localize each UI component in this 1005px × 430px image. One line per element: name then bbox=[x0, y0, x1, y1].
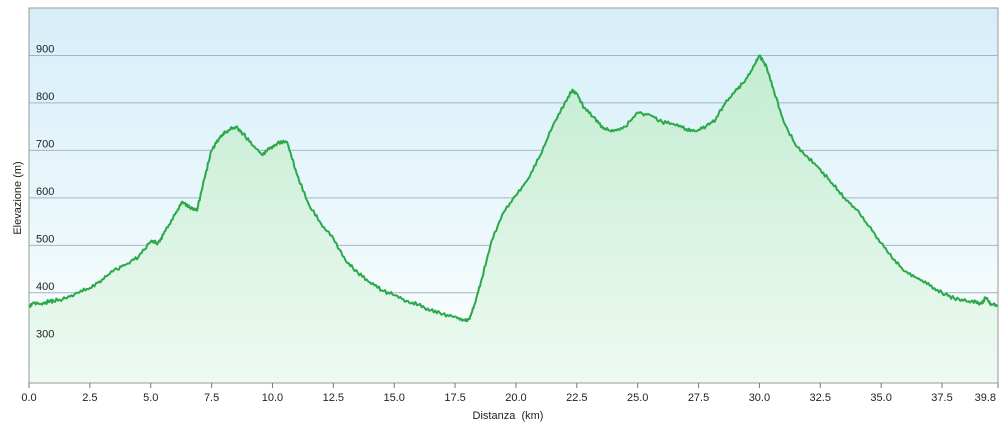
y-tick-label: 600 bbox=[36, 186, 54, 198]
x-tick-label: 0.0 bbox=[21, 392, 36, 404]
y-tick-label: 900 bbox=[36, 43, 54, 55]
x-tick-label: 37.5 bbox=[931, 392, 952, 404]
x-tick-label: 10.0 bbox=[262, 392, 283, 404]
x-tick-label: 22.5 bbox=[566, 392, 587, 404]
x-tick-label: 17.5 bbox=[444, 392, 465, 404]
x-tick-label: 35.0 bbox=[870, 392, 891, 404]
x-tick-label: 27.5 bbox=[688, 392, 709, 404]
y-axis-ticks: 300 400 500 600 700 800 900 bbox=[36, 43, 54, 340]
y-tick-label: 800 bbox=[36, 91, 54, 103]
elevation-area bbox=[29, 55, 998, 383]
y-tick-label: 500 bbox=[36, 233, 54, 245]
x-axis-ticks: 0.0 2.5 5.0 7.5 10.0 12.5 15.0 17.5 20.0 22.5 25.0… bbox=[21, 383, 999, 404]
x-tick-label: 25.0 bbox=[627, 392, 648, 404]
y-tick-label: 400 bbox=[36, 281, 54, 293]
x-tick-label: 20.0 bbox=[505, 392, 526, 404]
x-tick-label: 12.5 bbox=[323, 392, 344, 404]
x-tick-label: 39.8 bbox=[975, 392, 996, 404]
x-tick-label: 7.5 bbox=[204, 392, 219, 404]
x-tick-label: 32.5 bbox=[810, 392, 831, 404]
x-tick-label: 15.0 bbox=[383, 392, 404, 404]
x-tick-label: 30.0 bbox=[749, 392, 770, 404]
plot-frame bbox=[28, 7, 999, 384]
x-axis-title: Distanza (km) bbox=[473, 410, 544, 422]
x-tick-label: 5.0 bbox=[143, 392, 158, 404]
y-axis-title: Elevazione (m) bbox=[12, 161, 24, 234]
x-tick-label: 2.5 bbox=[82, 392, 97, 404]
y-tick-label: 300 bbox=[36, 328, 54, 340]
y-tick-label: 700 bbox=[36, 138, 54, 150]
elevation-line bbox=[28, 54, 999, 323]
